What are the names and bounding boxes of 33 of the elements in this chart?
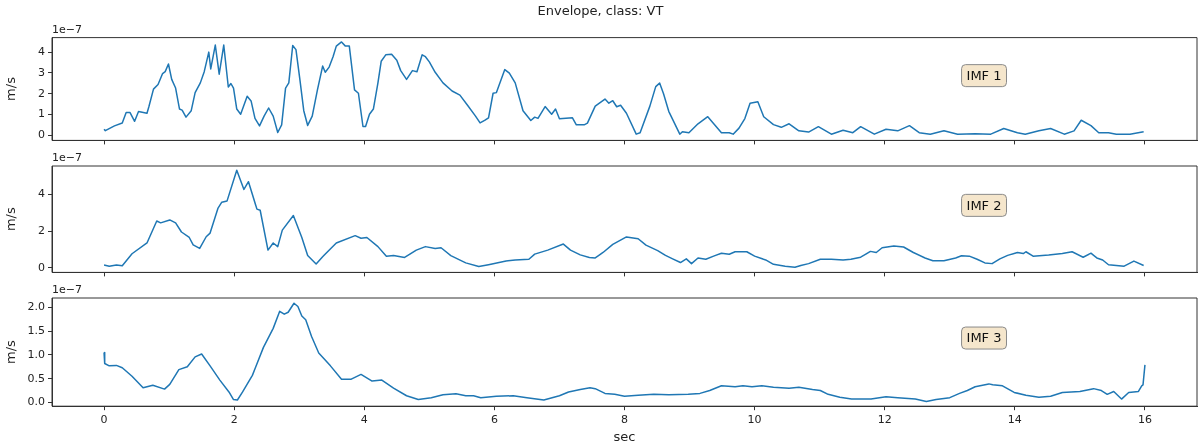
text: 1e−7 <box>52 151 82 165</box>
annotation: IMF 1 <box>966 68 1002 84</box>
x-axis-title: sec <box>613 428 636 444</box>
y-tick-label: 2 <box>38 86 45 100</box>
y-tick-label: 0 <box>38 260 45 274</box>
x-tick-label: 12 <box>877 412 892 426</box>
y-axis-title: m/s <box>3 76 19 101</box>
y-tick-label: 3 <box>38 65 45 79</box>
chart-title: Envelope, class: VT <box>537 3 664 19</box>
annotation: IMF 3 <box>966 330 1002 346</box>
x-tick-label: 10 <box>747 412 762 426</box>
x-tick-label: 8 <box>621 412 628 426</box>
y-tick-label: 2 <box>38 223 45 237</box>
y-tick-label: 1 <box>38 107 45 121</box>
x-tick-label: 4 <box>360 412 368 426</box>
y-tick-label: 1.0 <box>27 347 45 361</box>
y-tick-label: 0.5 <box>27 371 45 385</box>
text: 1e−7 <box>52 283 82 297</box>
y-tick-label: 1.5 <box>27 324 45 338</box>
x-tick-label: 6 <box>490 412 498 426</box>
x-tick-label: 0 <box>100 412 108 426</box>
y-tick-label: 4 <box>38 45 45 58</box>
x-tick-label: 2 <box>230 412 238 426</box>
y-tick-label: 0 <box>38 128 45 142</box>
y-tick-label: 0.0 <box>27 395 45 409</box>
annotation: IMF 2 <box>966 197 1002 213</box>
y-axis-title: m/s <box>3 207 19 232</box>
x-tick-label: 16 <box>1137 412 1152 426</box>
text: 1e−7 <box>52 22 82 36</box>
y-tick-label: 4 <box>38 187 45 201</box>
x-tick-label: 14 <box>1007 412 1022 426</box>
y-axis-title: m/s <box>3 339 19 365</box>
y-tick-label: 2.0 <box>27 300 45 314</box>
